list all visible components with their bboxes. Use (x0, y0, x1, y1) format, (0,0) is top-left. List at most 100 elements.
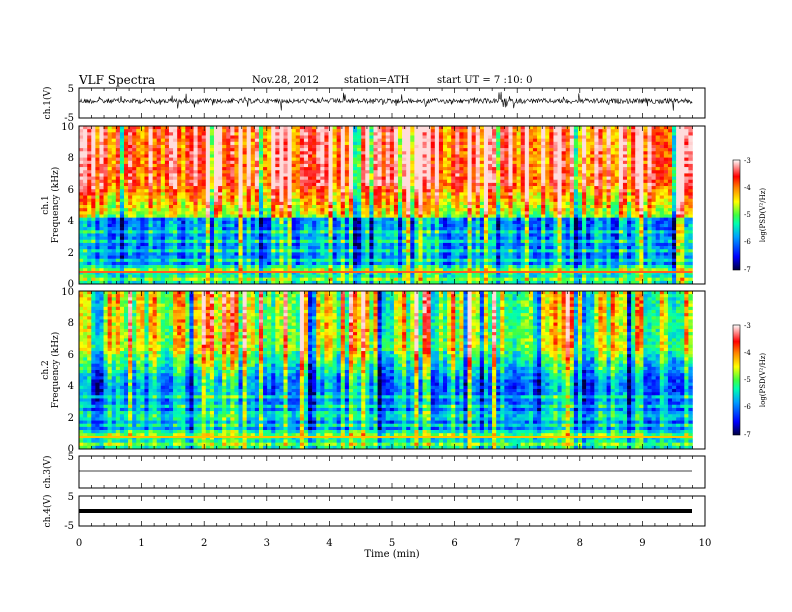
spectrogram-cell (120, 211, 124, 214)
spectrogram-cell (652, 218, 656, 221)
spectrogram-cell (218, 196, 222, 199)
spectrogram-cell (435, 161, 439, 164)
spectrogram-cell (517, 132, 521, 135)
spectrogram-cell (553, 205, 557, 208)
spectrogram-cell (406, 135, 410, 138)
spectrogram-cell (390, 186, 394, 189)
spectrogram-cell (537, 129, 541, 132)
spectrogram-cell (218, 192, 222, 195)
spectrogram-cell (488, 126, 492, 129)
spectrogram-cell (647, 167, 651, 170)
spectrogram-cell (365, 196, 369, 199)
spectrogram-cell (361, 227, 365, 230)
spectrogram-cell (259, 208, 263, 211)
spectrogram-cell (570, 186, 574, 189)
spectrogram-cell (222, 224, 226, 227)
spectrogram-cell (492, 167, 496, 170)
spectrogram-cell (558, 129, 562, 132)
spectrogram-cell (275, 227, 279, 230)
spectrogram-cell (267, 205, 271, 208)
spectrogram-cell (136, 199, 140, 202)
spectrogram-cell (296, 227, 300, 230)
spectrogram-cell (447, 151, 451, 154)
spectrogram-cell (484, 180, 488, 183)
spectrogram-cell (185, 151, 189, 154)
spectrogram-cell (104, 154, 108, 157)
spectrogram-cell (337, 180, 341, 183)
spectrogram-cell (504, 218, 508, 221)
spectrogram-cell (83, 221, 87, 224)
spectrogram-cell (607, 145, 611, 148)
spectrogram-cell (234, 139, 238, 142)
spectrogram-cell (144, 154, 148, 157)
spectrogram-cell (533, 154, 537, 157)
spectrogram-cell (676, 139, 680, 142)
spectrogram-cell (234, 132, 238, 135)
spectrogram-cell (533, 139, 537, 142)
spectrogram-cell (140, 230, 144, 233)
spectrogram-cell (308, 196, 312, 199)
spectrogram-cell (316, 199, 320, 202)
spectrogram-cell (398, 132, 402, 135)
spectrogram-cell (619, 145, 623, 148)
spectrogram-cell (414, 158, 418, 161)
spectrogram-cell (594, 129, 598, 132)
spectrogram-cell (99, 189, 103, 192)
spectrogram-cell (513, 218, 517, 221)
spectrogram-cell (525, 161, 529, 164)
spectrogram-cell (578, 158, 582, 161)
spectrogram-cell (165, 186, 169, 189)
spectrogram-cell (296, 199, 300, 202)
spectrogram-cell (320, 167, 324, 170)
spectrogram-cell (87, 151, 91, 154)
spectrogram-cell (337, 211, 341, 214)
spectrogram-cell (140, 202, 144, 205)
spectrogram-cell (144, 208, 148, 211)
spectrogram-cell (353, 177, 357, 180)
spectrogram-cell (463, 227, 467, 230)
spectrogram-cell (283, 211, 287, 214)
spectrogram-cell (308, 180, 312, 183)
spectrogram-cell (124, 208, 128, 211)
spectrogram-cell (239, 205, 243, 208)
spectrogram-cell (161, 227, 165, 230)
spectrogram-cell (108, 151, 112, 154)
spectrogram-cell (255, 186, 259, 189)
spectrogram-cell (545, 126, 549, 129)
spectrogram-cell (108, 173, 112, 176)
spectrogram-cell (447, 158, 451, 161)
spectrogram-cell (259, 142, 263, 145)
spectrogram-cell (345, 129, 349, 132)
spectrogram-cell (488, 189, 492, 192)
spectrogram-cell (267, 208, 271, 211)
spectrogram-cell (439, 196, 443, 199)
spectrogram-cell (349, 161, 353, 164)
spectrogram-cell (513, 177, 517, 180)
spectrogram-cell (206, 142, 210, 145)
spectrogram-cell (672, 180, 676, 183)
spectrogram-cell (492, 129, 496, 132)
spectrogram-cell (537, 145, 541, 148)
spectrogram-cell (259, 202, 263, 205)
spectrogram-cell (439, 158, 443, 161)
spectrogram-cell (112, 139, 116, 142)
spectrogram-cell (239, 139, 243, 142)
spectrogram-cell (361, 161, 365, 164)
spectrogram-cell (431, 189, 435, 192)
spectrogram-cell (304, 227, 308, 230)
spectrogram-cell (549, 173, 553, 176)
spectrogram-cell (443, 164, 447, 167)
spectrogram-cell (590, 158, 594, 161)
spectrogram-cell (382, 154, 386, 157)
spectrogram-cell (476, 154, 480, 157)
spectrogram-cell (353, 142, 357, 145)
spectrogram-cell (210, 132, 214, 135)
spectrogram-cell (288, 196, 292, 199)
spectrogram-cell (525, 192, 529, 195)
spectrogram-cell (341, 177, 345, 180)
spectrogram-cell (108, 196, 112, 199)
spectrogram-cell (390, 205, 394, 208)
spectrogram-cell (680, 224, 684, 227)
spectrogram-cell (136, 208, 140, 211)
spectrogram-cell (243, 177, 247, 180)
